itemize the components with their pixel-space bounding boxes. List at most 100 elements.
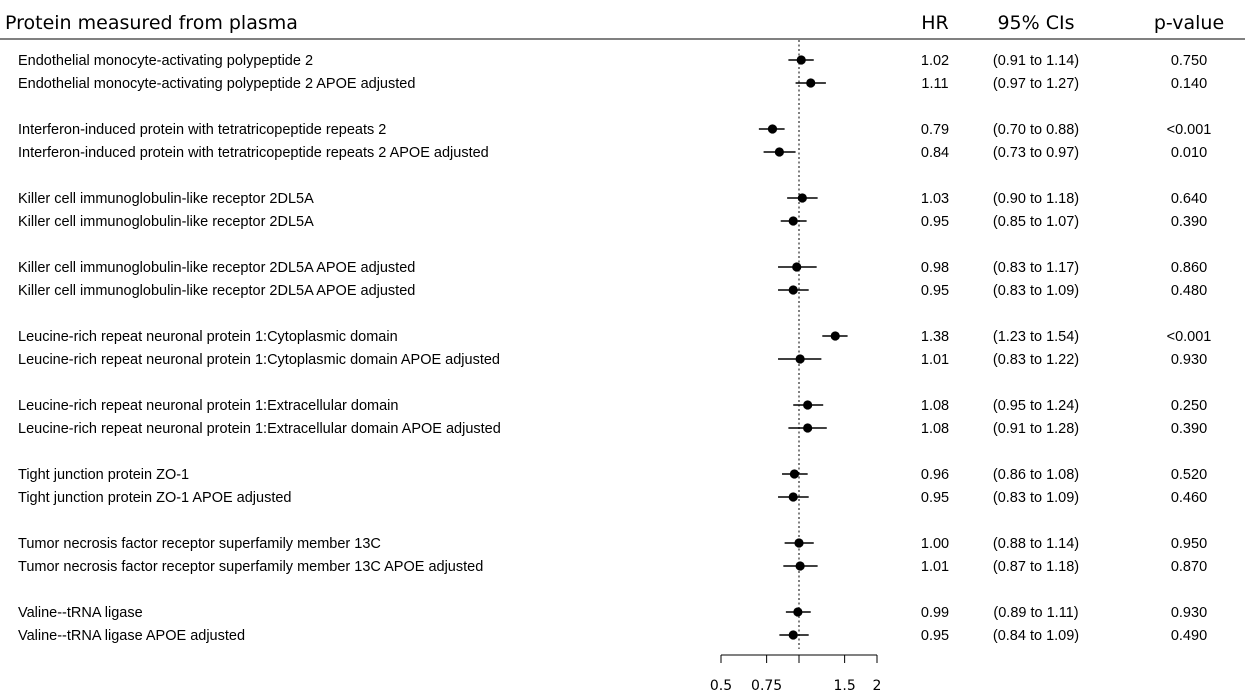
ci-value: (0.91 to 1.28): [993, 421, 1079, 437]
hr-point: [795, 354, 805, 364]
ci-value: (1.23 to 1.54): [993, 329, 1079, 345]
row-label: Tumor necrosis factor receptor superfami…: [18, 536, 381, 552]
p-value: 0.950: [1171, 536, 1207, 552]
forest-row: Interferon-induced protein with tetratri…: [18, 145, 1207, 161]
ci-value: (0.88 to 1.14): [993, 536, 1079, 552]
forest-row: Tight junction protein ZO-1 0.96 (0.86 to …: [18, 467, 1207, 483]
hr-value: 0.95: [921, 628, 949, 644]
hr-point: [796, 55, 806, 65]
hr-value: 1.08: [921, 398, 949, 414]
ci-value: (0.85 to 1.07): [993, 214, 1079, 230]
row-label: Leucine-rich repeat neuronal protein 1:C…: [18, 329, 398, 345]
hr-point: [795, 561, 805, 571]
header-row: Protein measured from plasma HR 95% CIs …: [0, 12, 1245, 40]
row-label: Valine--tRNA ligase: [18, 605, 143, 621]
ci-value: (0.83 to 1.09): [993, 283, 1079, 299]
forest-row: Leucine-rich repeat neuronal protein 1:E…: [18, 421, 1207, 437]
forest-row: Killer cell immunoglobulin-like receptor…: [18, 191, 1207, 207]
hr-value: 0.95: [921, 490, 949, 506]
forest-row: Valine--tRNA ligase 0.99 (0.89 to 1.11) 0.9…: [18, 605, 1207, 621]
p-value: 0.480: [1171, 283, 1207, 299]
ci-value: (0.89 to 1.11): [993, 605, 1078, 621]
ci-value: (0.84 to 1.09): [993, 628, 1079, 644]
ci-value: (0.87 to 1.18): [993, 559, 1079, 575]
ci-value: (0.70 to 0.88): [993, 122, 1079, 138]
row-label: Endothelial monocyte-activating polypept…: [18, 53, 313, 69]
row-label: Endothelial monocyte-activating polypept…: [18, 76, 415, 92]
forest-row: Leucine-rich repeat neuronal protein 1:C…: [18, 352, 1207, 368]
tick-label: 1.5: [833, 678, 855, 694]
hr-point: [788, 285, 798, 295]
hr-value: 0.79: [921, 122, 949, 138]
row-label: Killer cell immunoglobulin-like receptor…: [18, 191, 314, 207]
header-hr: HR: [921, 12, 949, 34]
hr-value: 1.01: [921, 559, 949, 575]
hr-point: [830, 331, 840, 341]
p-value: 0.640: [1171, 191, 1207, 207]
hr-point: [803, 423, 813, 433]
hr-value: 1.08: [921, 421, 949, 437]
row-label: Leucine-rich repeat neuronal protein 1:C…: [18, 352, 500, 368]
hr-value: 0.99: [921, 605, 949, 621]
p-value: 0.490: [1171, 628, 1207, 644]
p-value: 0.930: [1171, 605, 1207, 621]
p-value: 0.010: [1171, 145, 1207, 161]
hr-value: 0.98: [921, 260, 949, 276]
hr-point: [793, 607, 803, 617]
forest-row: Interferon-induced protein with tetratri…: [18, 122, 1211, 138]
hr-value: 0.95: [921, 283, 949, 299]
ci-value: (0.90 to 1.18): [993, 191, 1079, 207]
row-label: Interferon-induced protein with tetratri…: [18, 122, 386, 138]
ci-value: (0.83 to 1.17): [993, 260, 1079, 276]
tick-label: 0.5: [710, 678, 732, 694]
row-label: Tight junction protein ZO-1 APOE adjuste…: [18, 490, 292, 506]
p-value: 0.250: [1171, 398, 1207, 414]
ci-value: (0.83 to 1.09): [993, 490, 1079, 506]
ci-value: (0.73 to 0.97): [993, 145, 1079, 161]
forest-row: Tight junction protein ZO-1 APOE adjuste…: [18, 490, 1207, 506]
row-label: Interferon-induced protein with tetratri…: [18, 145, 489, 161]
ci-value: (0.83 to 1.22): [993, 352, 1079, 368]
hr-value: 0.84: [921, 145, 949, 161]
forest-rows: Endothelial monocyte-activating polypept…: [18, 53, 1211, 644]
p-value: 0.860: [1171, 260, 1207, 276]
p-value: <0.001: [1167, 122, 1212, 138]
hr-value: 0.96: [921, 467, 949, 483]
header-p-value: p-value: [1154, 12, 1224, 34]
hr-point: [788, 216, 798, 226]
forest-row: Leucine-rich repeat neuronal protein 1:E…: [18, 398, 1207, 414]
forest-row: Endothelial monocyte-activating polypept…: [18, 76, 1207, 92]
forest-row: Killer cell immunoglobulin-like receptor…: [18, 260, 1207, 276]
row-label: Leucine-rich repeat neuronal protein 1:E…: [18, 421, 501, 437]
row-label: Leucine-rich repeat neuronal protein 1:E…: [18, 398, 398, 414]
hr-point: [794, 538, 804, 548]
p-value: 0.870: [1171, 559, 1207, 575]
hr-point: [792, 262, 802, 272]
p-value: 0.390: [1171, 214, 1207, 230]
hr-value: 0.95: [921, 214, 949, 230]
hr-value: 1.01: [921, 352, 949, 368]
p-value: 0.390: [1171, 421, 1207, 437]
row-label: Killer cell immunoglobulin-like receptor…: [18, 283, 415, 299]
hr-value: 1.03: [921, 191, 949, 207]
row-label: Tight junction protein ZO-1: [18, 467, 189, 483]
row-label: Killer cell immunoglobulin-like receptor…: [18, 214, 314, 230]
row-label: Killer cell immunoglobulin-like receptor…: [18, 260, 415, 276]
header-label: Protein measured from plasma: [5, 12, 298, 34]
row-label: Valine--tRNA ligase APOE adjusted: [18, 628, 245, 644]
ci-value: (0.97 to 1.27): [993, 76, 1079, 92]
p-value: <0.001: [1167, 329, 1212, 345]
p-value: 0.930: [1171, 352, 1207, 368]
hr-value: 1.11: [921, 76, 948, 92]
hr-point: [774, 147, 784, 157]
row-label: Tumor necrosis factor receptor superfami…: [18, 559, 483, 575]
p-value: 0.460: [1171, 490, 1207, 506]
p-value: 0.140: [1171, 76, 1207, 92]
forest-row: Killer cell immunoglobulin-like receptor…: [18, 283, 1207, 299]
forest-row: Killer cell immunoglobulin-like receptor…: [18, 214, 1207, 230]
tick-label: 0.75: [751, 678, 782, 694]
ci-value: (0.95 to 1.24): [993, 398, 1079, 414]
forest-row: Tumor necrosis factor receptor superfami…: [18, 536, 1207, 552]
forest-row: Leucine-rich repeat neuronal protein 1:C…: [18, 329, 1211, 345]
